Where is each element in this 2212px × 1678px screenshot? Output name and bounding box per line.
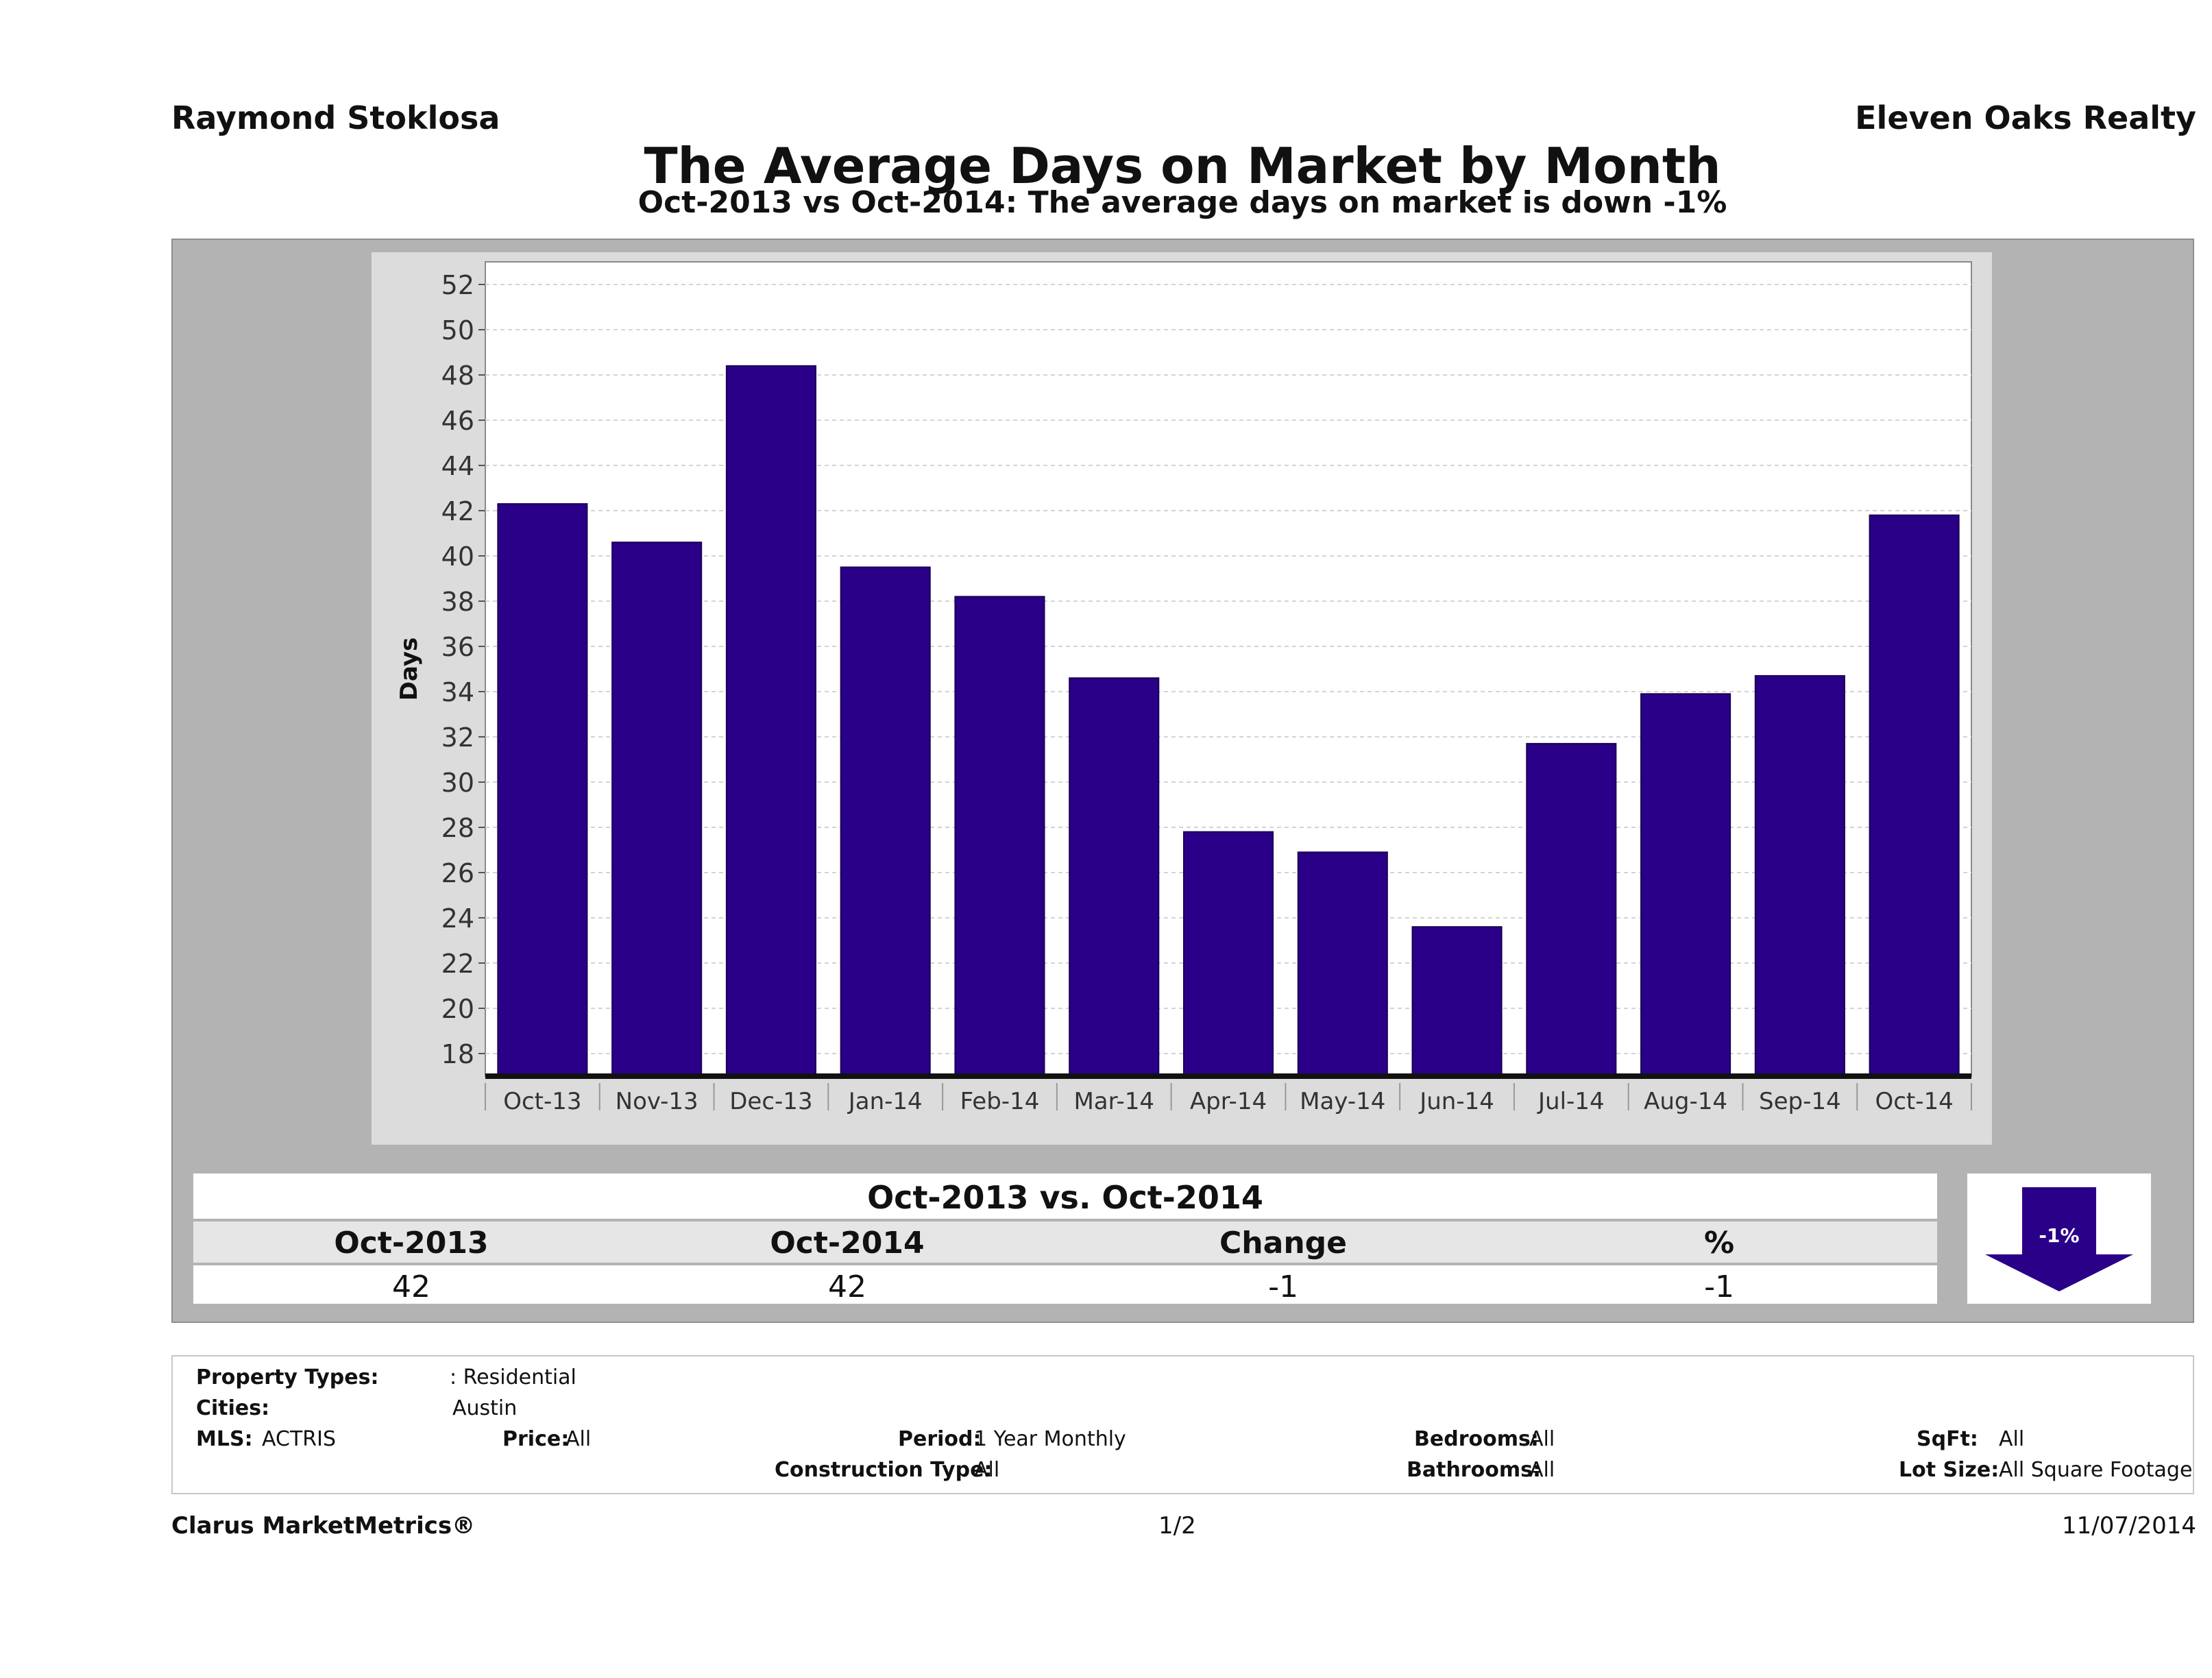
sqft-value: All	[1999, 1427, 2025, 1451]
x-tick-label: Dec-13	[729, 1088, 812, 1115]
y-tick-label: 48	[441, 361, 474, 391]
y-tick-label: 20	[441, 994, 474, 1024]
bar-jul-14	[1526, 742, 1617, 1078]
y-tick-label: 24	[441, 903, 474, 934]
y-tick-label: 50	[441, 315, 474, 345]
change-badge: -1%	[1967, 1174, 2151, 1304]
change-badge-label: -1%	[2039, 1224, 2079, 1247]
summary-header-oct2014: Oct-2014	[770, 1226, 925, 1261]
bar-oct-13	[497, 503, 588, 1078]
x-tick-label: May-14	[1300, 1088, 1385, 1115]
filters-panel	[171, 1355, 2194, 1494]
agent-name: Raymond Stoklosa	[171, 99, 500, 136]
y-tick-label: 18	[441, 1039, 474, 1069]
x-tick-label: Aug-14	[1644, 1088, 1727, 1115]
cities-value: Austin	[452, 1396, 518, 1420]
x-tick-label: Jan-14	[847, 1088, 923, 1115]
bar-apr-14	[1182, 831, 1274, 1077]
down-arrow-icon: -1%	[1985, 1187, 2133, 1291]
x-tick-label: Nov-13	[616, 1088, 698, 1115]
cities-label: Cities:	[196, 1396, 270, 1420]
x-tick-label: Jul-14	[1537, 1088, 1605, 1115]
y-tick-label: 46	[441, 406, 474, 436]
bar-aug-14	[1640, 693, 1731, 1077]
footer-brand: Clarus MarketMetrics®	[171, 1512, 476, 1540]
lot-size-value: All Square Footage	[1999, 1458, 2193, 1482]
bathrooms-value: All	[1529, 1458, 1555, 1482]
summary-value-change: -1	[1268, 1269, 1298, 1304]
property-types-label: Property Types:	[196, 1365, 379, 1389]
bar-chart: 18 20 22 24 26 28 30 32 34 36 38 40 42 44 46 48 50 52 Oct-…	[396, 261, 1972, 1115]
price-label: Price:	[502, 1427, 570, 1451]
bar-dec-13	[725, 365, 816, 1077]
x-tick-label: Mar-14	[1073, 1088, 1154, 1115]
period-label: Period:	[898, 1427, 982, 1451]
mls-value: ACTRIS	[262, 1427, 337, 1451]
bar-sep-14	[1754, 674, 1845, 1077]
summary-header-row	[193, 1221, 1937, 1263]
bar-jan-14	[840, 566, 931, 1077]
summary-value-percent: -1	[1704, 1269, 1734, 1304]
x-tick-label: Jun-14	[1418, 1088, 1494, 1115]
property-types-value: : Residential	[450, 1365, 576, 1389]
y-tick-label: 26	[441, 858, 474, 888]
summary-value-oct2014: 42	[828, 1269, 866, 1304]
company-name: Eleven Oaks Realty	[1855, 99, 2196, 136]
x-tick-label: Oct-13	[503, 1088, 581, 1115]
bar-mar-14	[1069, 677, 1160, 1077]
y-tick-label: 52	[441, 270, 474, 300]
construction-type-label: Construction Type:	[775, 1458, 993, 1482]
x-tick-label: Sep-14	[1759, 1088, 1841, 1115]
bar-feb-14	[954, 596, 1045, 1077]
y-tick-label: 36	[441, 632, 474, 662]
summary-title: Oct-2013 vs. Oct-2014	[867, 1179, 1263, 1216]
bathrooms-label: Bathrooms:	[1407, 1458, 1541, 1482]
y-tick-label: 44	[441, 451, 474, 481]
mls-label: MLS:	[196, 1427, 253, 1451]
y-tick-label: 34	[441, 677, 474, 707]
y-axis-label: Days	[396, 637, 423, 701]
bedrooms-value: All	[1529, 1427, 1555, 1451]
period-value: 1 Year Monthly	[974, 1427, 1126, 1451]
y-tick-label: 32	[441, 722, 474, 753]
y-tick-label: 40	[441, 542, 474, 572]
sqft-label: SqFt:	[1917, 1427, 1978, 1451]
page-subtitle: Oct-2013 vs Oct-2014: The average days o…	[637, 185, 1727, 220]
summary-title-row	[193, 1174, 1937, 1219]
y-tick-label: 22	[441, 949, 474, 979]
summary-value-row	[193, 1265, 1937, 1304]
bar-nov-13	[611, 542, 703, 1077]
y-tick-label: 42	[441, 496, 474, 526]
y-tick-label: 30	[441, 768, 474, 798]
bar-oct-14	[1869, 514, 1960, 1078]
x-tick-label: Oct-14	[1875, 1088, 1953, 1115]
summary-header-percent: %	[1703, 1226, 1735, 1261]
bar-may-14	[1297, 851, 1388, 1077]
summary-value-oct2013: 42	[392, 1269, 430, 1304]
price-value: All	[566, 1427, 592, 1451]
lot-size-label: Lot Size:	[1899, 1458, 2000, 1482]
bedrooms-label: Bedrooms:	[1414, 1427, 1539, 1451]
bar-jun-14	[1411, 926, 1503, 1078]
y-tick-label: 28	[441, 813, 474, 843]
summary-header-oct2013: Oct-2013	[334, 1226, 489, 1261]
x-tick-label: Apr-14	[1190, 1088, 1267, 1115]
footer-date: 11/07/2014	[2062, 1512, 2196, 1540]
summary-header-change: Change	[1219, 1226, 1347, 1261]
y-tick-label: 38	[441, 587, 474, 617]
footer-page-number: 1/2	[1158, 1512, 1196, 1540]
page-title: The Average Days on Market by Month	[644, 137, 1721, 195]
x-tick-label: Feb-14	[960, 1088, 1040, 1115]
construction-type-value: All	[974, 1458, 1000, 1482]
